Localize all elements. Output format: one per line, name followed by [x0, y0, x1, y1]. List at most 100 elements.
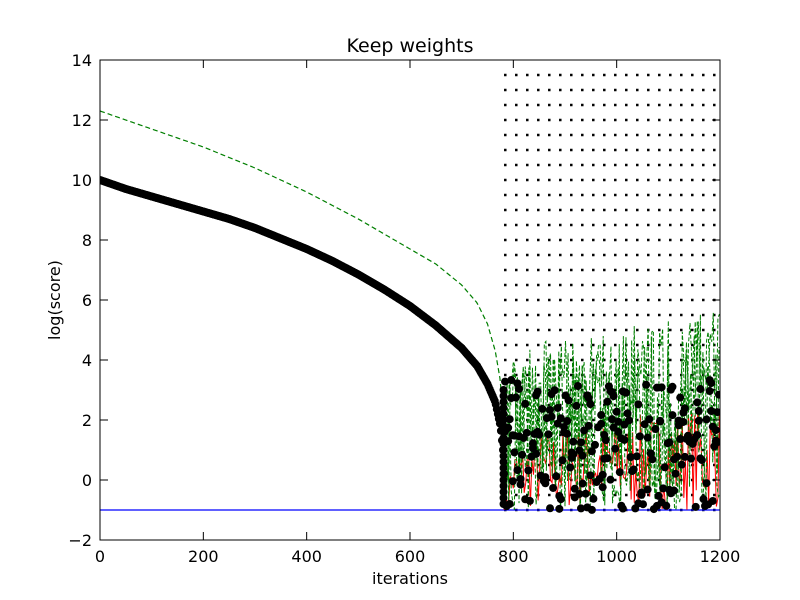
- series-black-noise-point: [680, 452, 689, 461]
- series-black-noise-point: [597, 419, 606, 428]
- series-black-noise-point: [569, 437, 578, 446]
- series-black-noise-point: [668, 411, 677, 420]
- series-black-noise-point: [699, 495, 708, 504]
- series-black-noise-point: [525, 496, 534, 505]
- x-tick-label-5: 1000: [596, 547, 637, 566]
- series-black-noise-point: [654, 491, 663, 500]
- series-black-noise-point: [518, 450, 527, 459]
- series-black-noise-point: [558, 456, 567, 465]
- series-black-noise-point: [656, 417, 665, 426]
- series-black-noise-point: [711, 426, 720, 435]
- series-black-noise-point: [603, 397, 612, 406]
- series-black-drop-point: [499, 398, 508, 406]
- series-black-noise-point: [528, 439, 537, 448]
- series-black-noise-point: [556, 414, 565, 423]
- series-black-noise-point: [586, 400, 595, 409]
- chart-title: Keep weights: [347, 35, 474, 57]
- y-axis-label: log(score): [45, 260, 64, 340]
- series-black-noise-point: [620, 435, 629, 444]
- series-black-drop-point: [499, 494, 508, 502]
- y-tick-label-1: 0: [82, 471, 92, 490]
- series-black-noise-point: [625, 416, 634, 425]
- series-black-noise-point: [533, 387, 542, 396]
- series-black-noise-point: [676, 393, 685, 402]
- series-black-drop-point: [499, 386, 508, 394]
- series-black-noise-point: [634, 400, 643, 409]
- series-black-noise-point: [611, 444, 620, 453]
- series-black-noise-point: [645, 415, 654, 424]
- series-black-noise-point: [632, 452, 641, 461]
- series-black-noise-point: [566, 463, 575, 472]
- series-black-noise-point: [581, 489, 590, 498]
- series-black-noise-point: [612, 407, 621, 416]
- series-black-noise-point: [694, 407, 703, 416]
- x-axis-label: iterations: [372, 569, 448, 588]
- series-black-noise-point: [618, 504, 627, 513]
- series-black-noise-point: [577, 504, 586, 513]
- series-black-noise-point: [575, 489, 584, 498]
- series-black-noise-point: [598, 470, 607, 479]
- series-black-noise-point: [555, 504, 564, 513]
- series-black-noise-point: [657, 383, 666, 392]
- series-black-drop-point: [499, 476, 508, 484]
- series-black-drop-point: [499, 482, 508, 490]
- x-tick-label-1: 200: [188, 547, 219, 566]
- series-black-noise-point: [522, 428, 531, 437]
- series-black-noise-point: [643, 433, 652, 442]
- series-black-noise-point: [544, 430, 553, 439]
- y-tick-label-2: 2: [82, 411, 92, 430]
- series-black-noise-point: [705, 387, 714, 396]
- series-black-noise-point: [626, 453, 635, 462]
- series-black-noise-point: [635, 432, 644, 441]
- y-tick-label-3: 4: [82, 351, 92, 370]
- series-black-noise-point: [578, 479, 587, 488]
- series-black-noise-point: [546, 504, 555, 513]
- y-tick-label-7: 12: [72, 111, 92, 130]
- series-black-noise-point: [713, 438, 720, 447]
- series-black-noise-point: [629, 465, 638, 474]
- series-black-noise-point: [572, 401, 581, 410]
- series-black-noise-point: [670, 486, 679, 495]
- series-black-noise-point: [505, 415, 514, 424]
- series-black-noise-point: [651, 425, 660, 434]
- series-black-noise-point: [702, 415, 711, 424]
- series-black-noise-point: [693, 398, 702, 407]
- series-black-noise-point: [606, 475, 615, 484]
- series-black-noise-point: [521, 399, 530, 408]
- series-black-noise-point: [511, 393, 520, 402]
- series-black-noise-point: [513, 466, 522, 475]
- series-black-noise-point: [590, 440, 599, 449]
- series-black-noise-point: [563, 417, 572, 426]
- series-black-noise-point: [659, 484, 668, 493]
- series-black-drop-point: [499, 404, 508, 412]
- y-tick-label-4: 6: [82, 291, 92, 310]
- series-black-noise-point: [547, 412, 556, 421]
- series-black-noise-point: [702, 479, 711, 488]
- series-black-noise-point: [697, 456, 706, 465]
- series-black-noise-point: [577, 438, 586, 447]
- series-black-drop-point: [499, 452, 508, 460]
- series-black-noise-point: [507, 376, 516, 385]
- series-black-noise-point: [515, 384, 524, 393]
- series-black-noise-point: [578, 451, 587, 460]
- series-black-noise-point: [597, 411, 606, 420]
- series-black-noise-point: [621, 388, 630, 397]
- series-black-noise-point: [587, 505, 596, 514]
- series-black-noise-point: [549, 483, 558, 492]
- series-black-noise-point: [556, 495, 565, 504]
- series-black-noise-point: [714, 390, 720, 399]
- series-black-noise-point: [639, 500, 648, 509]
- series-black-drop-point: [499, 470, 508, 478]
- series-black-noise-point: [510, 448, 519, 457]
- series-black-noise-point: [504, 423, 513, 432]
- series-black-noise-point: [637, 490, 646, 499]
- series-black-drop-point: [499, 488, 508, 496]
- y-tick-label-6: 10: [72, 171, 92, 190]
- x-tick-label-2: 400: [291, 547, 322, 566]
- series-black-noise-point: [642, 380, 651, 389]
- series-black-noise-point: [614, 427, 623, 436]
- series-black-noise-point: [676, 435, 685, 444]
